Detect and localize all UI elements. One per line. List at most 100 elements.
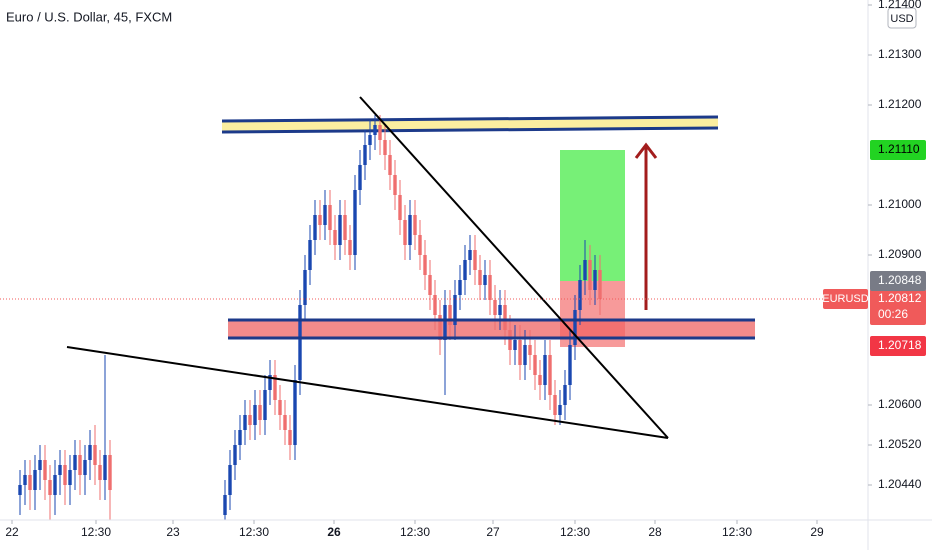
stop-box bbox=[560, 281, 625, 347]
y-tick-label: 1.21200 bbox=[878, 97, 922, 111]
candle-body bbox=[43, 460, 47, 480]
candle-body bbox=[513, 340, 517, 350]
candle-body bbox=[228, 465, 232, 495]
currency-box bbox=[887, 7, 917, 29]
candle-body bbox=[553, 395, 557, 415]
candle-body bbox=[258, 405, 262, 420]
x-tick-label: 22 bbox=[5, 525, 19, 539]
candle-body bbox=[508, 330, 512, 350]
candles bbox=[18, 115, 602, 520]
candle-body bbox=[288, 430, 292, 445]
candle-body bbox=[498, 305, 502, 315]
y-tick-label: 1.21000 bbox=[878, 197, 922, 211]
candle-body bbox=[408, 215, 412, 245]
chart-title: Euro / U.S. Dollar, 45, FXCM bbox=[6, 9, 172, 24]
candle-body bbox=[443, 305, 447, 340]
candle-body bbox=[283, 415, 287, 430]
candle-body bbox=[333, 230, 337, 245]
candle-body bbox=[248, 415, 252, 425]
price-badge-label: 1.21110 bbox=[878, 142, 920, 156]
candle-body bbox=[533, 355, 537, 375]
candle-body bbox=[568, 345, 572, 385]
last-price-label: 1.20812 bbox=[878, 291, 922, 305]
candle-body bbox=[548, 355, 552, 395]
y-tick-label: 1.20520 bbox=[878, 437, 922, 451]
support-zone bbox=[228, 320, 755, 338]
symbol-badge bbox=[823, 289, 868, 309]
candle-body bbox=[338, 215, 342, 245]
candle-body bbox=[313, 215, 317, 240]
candle-body bbox=[423, 255, 427, 275]
zone-line bbox=[221, 126, 719, 134]
candle-body bbox=[88, 445, 92, 460]
candle-body bbox=[493, 300, 497, 315]
candle-body bbox=[243, 415, 247, 430]
y-tick-label: 1.21400 bbox=[878, 0, 922, 11]
candle-body bbox=[433, 295, 437, 315]
y-tick-label: 1.20600 bbox=[878, 397, 922, 411]
symbol-label: EURUSD bbox=[822, 293, 869, 305]
candle-body bbox=[63, 465, 67, 485]
candle-body bbox=[278, 400, 282, 415]
candle-body bbox=[488, 275, 492, 300]
candle-body bbox=[538, 375, 542, 385]
x-tick-label: 26 bbox=[327, 525, 341, 539]
candle-body bbox=[573, 310, 577, 345]
candle-body bbox=[403, 220, 407, 245]
countdown: 00:26 bbox=[878, 307, 908, 321]
candle-body bbox=[563, 385, 567, 405]
x-tick-label: 27 bbox=[486, 525, 500, 539]
candle-body bbox=[93, 445, 97, 465]
candle-body bbox=[453, 295, 457, 325]
overlay bbox=[66, 96, 755, 439]
candle-body bbox=[343, 215, 347, 240]
candle-body bbox=[483, 275, 487, 285]
candle-body bbox=[223, 495, 227, 515]
candle-body bbox=[78, 455, 82, 475]
candle-body bbox=[418, 235, 422, 255]
candle-body bbox=[58, 465, 62, 475]
price-badge bbox=[870, 271, 926, 291]
candle-body bbox=[38, 460, 42, 470]
candle-body bbox=[518, 340, 522, 365]
price-badge bbox=[870, 336, 926, 356]
last-price-badge bbox=[870, 289, 926, 325]
candle-body bbox=[383, 140, 387, 155]
x-tick-label: 23 bbox=[166, 525, 180, 539]
candle-body bbox=[33, 470, 37, 490]
trend-line bbox=[66, 346, 669, 439]
candle-body bbox=[458, 280, 462, 295]
candle-body bbox=[463, 260, 467, 280]
candle-body bbox=[473, 250, 477, 270]
candle-body bbox=[53, 475, 57, 495]
candle-body bbox=[353, 190, 357, 255]
candle-body bbox=[348, 240, 352, 255]
currency: USD bbox=[890, 13, 913, 25]
candle-body bbox=[363, 145, 367, 165]
price-badge-label: 1.20848 bbox=[878, 273, 922, 287]
candle-body bbox=[393, 175, 397, 195]
price-badge bbox=[870, 140, 926, 160]
candle-body bbox=[593, 270, 597, 290]
candle-body bbox=[303, 270, 307, 305]
candle-body bbox=[233, 445, 237, 465]
candle-body bbox=[378, 125, 382, 140]
candle-body bbox=[273, 375, 277, 400]
candle-body bbox=[468, 250, 472, 260]
y-tick-label: 1.20900 bbox=[878, 247, 922, 261]
candle-body bbox=[68, 470, 72, 485]
candle-body bbox=[108, 455, 112, 490]
candle-body bbox=[28, 475, 32, 490]
x-tick-label: 12:30 bbox=[560, 525, 590, 539]
candle-body bbox=[598, 270, 602, 299]
candle-body bbox=[263, 390, 267, 420]
arrow-head bbox=[634, 142, 658, 159]
candle-body bbox=[558, 405, 562, 415]
candle-body bbox=[83, 460, 87, 475]
trend-line bbox=[359, 96, 669, 439]
candle-body bbox=[238, 430, 242, 445]
candle-body bbox=[358, 165, 362, 190]
price-badge-label: 1.20718 bbox=[878, 338, 922, 352]
candle-body bbox=[388, 155, 392, 175]
